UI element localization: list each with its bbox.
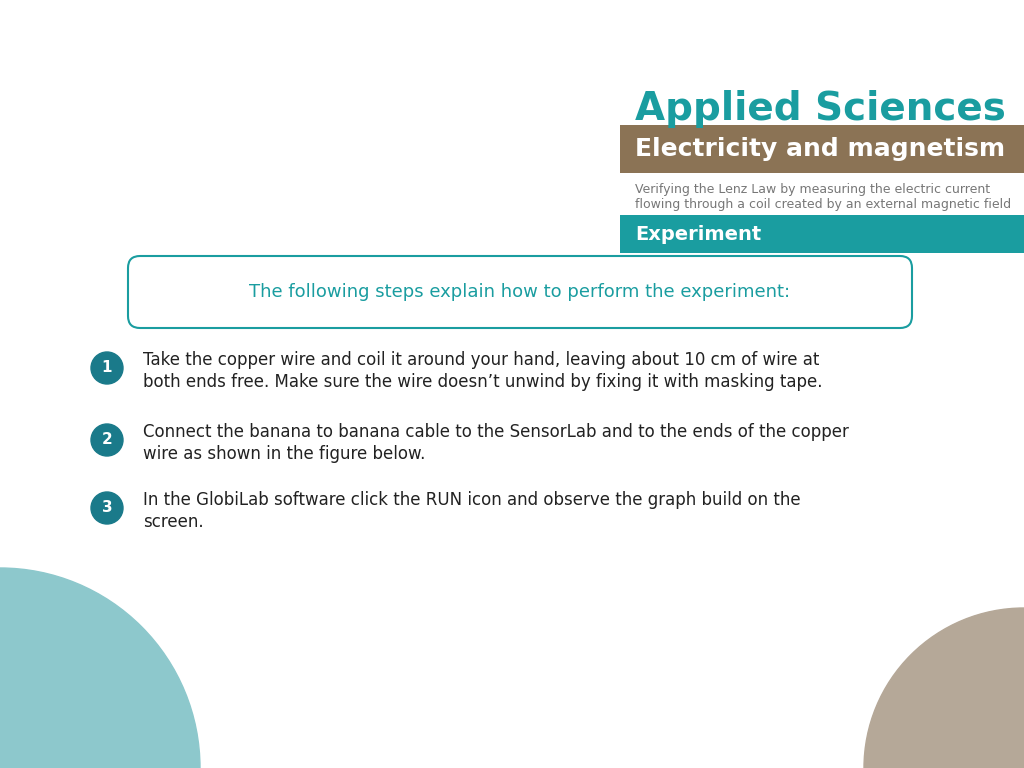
- Text: both ends free. Make sure the wire doesn’t unwind by fixing it with masking tape: both ends free. Make sure the wire doesn…: [143, 373, 822, 391]
- FancyBboxPatch shape: [128, 256, 912, 328]
- Text: Connect the banana to banana cable to the SensorLab and to the ends of the coppe: Connect the banana to banana cable to th…: [143, 423, 849, 441]
- Text: flowing through a coil created by an external magnetic field: flowing through a coil created by an ext…: [635, 198, 1011, 211]
- Circle shape: [864, 608, 1024, 768]
- Circle shape: [91, 352, 123, 384]
- Text: screen.: screen.: [143, 513, 204, 531]
- Text: 2: 2: [101, 432, 113, 448]
- Text: The following steps explain how to perform the experiment:: The following steps explain how to perfo…: [250, 283, 791, 301]
- FancyBboxPatch shape: [620, 215, 1024, 253]
- Circle shape: [91, 424, 123, 456]
- Text: Electricity and magnetism: Electricity and magnetism: [635, 137, 1006, 161]
- Text: wire as shown in the figure below.: wire as shown in the figure below.: [143, 445, 425, 463]
- Text: Applied Sciences: Applied Sciences: [635, 90, 1006, 128]
- Circle shape: [91, 492, 123, 524]
- Text: Verifying the Lenz Law by measuring the electric current: Verifying the Lenz Law by measuring the …: [635, 183, 990, 196]
- Text: In the GlobiLab software click the RUN icon and observe the graph build on the: In the GlobiLab software click the RUN i…: [143, 491, 801, 509]
- Circle shape: [0, 568, 200, 768]
- Text: Take the copper wire and coil it around your hand, leaving about 10 cm of wire a: Take the copper wire and coil it around …: [143, 351, 819, 369]
- Text: Experiment: Experiment: [635, 224, 761, 243]
- Text: 3: 3: [101, 501, 113, 515]
- Text: 1: 1: [101, 360, 113, 376]
- FancyBboxPatch shape: [620, 125, 1024, 173]
